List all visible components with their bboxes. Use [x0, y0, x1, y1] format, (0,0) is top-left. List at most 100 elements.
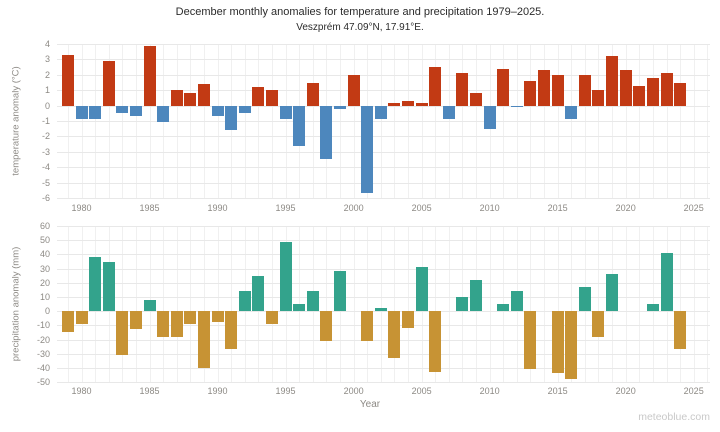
v-gridline: [81, 226, 83, 382]
v-gridline: [639, 226, 641, 382]
h-gridline: [57, 296, 710, 298]
x-tick-label: 2000: [343, 203, 364, 213]
bar-temperature-2013: [524, 81, 537, 106]
bar-precipitation-2009: [470, 279, 482, 312]
bar-temperature-1999: [334, 105, 346, 109]
bar-temperature-2016: [565, 105, 578, 120]
bar-temperature-2019: [606, 56, 618, 106]
x-tick-label: 1985: [139, 386, 160, 396]
bar-precipitation-1999: [334, 271, 346, 312]
x-tick-label: 1980: [71, 386, 92, 396]
bar-precipitation-2006: [429, 311, 442, 373]
bar-precipitation-2024: [674, 311, 687, 350]
bar-precipitation-1996: [293, 304, 306, 312]
bar-temperature-1998: [320, 105, 333, 160]
v-gridline: [680, 226, 682, 382]
h-gridline: [57, 367, 710, 369]
bar-precipitation-2003: [388, 311, 401, 358]
v-gridline: [544, 226, 545, 382]
bar-precipitation-2005: [415, 267, 428, 312]
bar-precipitation-2002: [374, 308, 387, 312]
h-gridline: [57, 382, 710, 383]
v-gridline: [408, 226, 409, 382]
bar-precipitation-1997: [306, 291, 319, 312]
bar-precipitation-1991: [225, 311, 238, 350]
bar-temperature-1984: [129, 105, 142, 117]
y-tick-label: 3: [44, 54, 50, 65]
bar-precipitation-2001: [361, 311, 374, 341]
v-gridline: [135, 226, 137, 382]
bar-temperature-1992: [238, 105, 251, 114]
x-tick-label: 2015: [547, 386, 568, 396]
y-axis-label: precipitation anomaly (mm): [10, 246, 22, 362]
x-tick-label: 2025: [683, 386, 704, 396]
x-tick-label: 1985: [139, 203, 160, 213]
bar-precipitation-1995: [279, 241, 292, 312]
v-gridline: [67, 226, 69, 382]
bar-temperature-1990: [211, 105, 224, 117]
bar-temperature-2001: [361, 105, 374, 194]
bar-precipitation-2023: [660, 252, 673, 311]
h-gridline: [57, 74, 710, 76]
watermark: meteoblue.com: [638, 411, 710, 423]
y-tick-label: -50: [36, 377, 50, 387]
y-tick-label: -30: [36, 348, 50, 359]
bar-precipitation-2008: [456, 296, 469, 312]
bar-precipitation-1982: [102, 261, 115, 312]
y-tick-label: -5: [41, 177, 50, 188]
bar-temperature-2017: [578, 74, 591, 106]
v-gridline: [231, 226, 233, 382]
h-gridline: [57, 339, 710, 341]
bar-precipitation-1987: [170, 311, 183, 337]
x-tick-label: 2010: [479, 386, 500, 396]
y-tick-label: -6: [41, 193, 50, 203]
bar-temperature-1997: [306, 82, 319, 106]
y-tick-label: 0: [44, 100, 50, 111]
bar-temperature-2012: [510, 105, 523, 108]
bar-precipitation-1979: [61, 311, 74, 333]
bar-precipitation-1994: [265, 311, 278, 324]
v-gridline: [530, 226, 532, 382]
y-tick-label: -40: [36, 362, 50, 373]
y-tick-label: -10: [36, 320, 50, 331]
h-gridline: [57, 167, 710, 169]
bar-precipitation-1986: [157, 311, 170, 337]
bar-temperature-1979: [61, 54, 74, 106]
y-tick-label: 60: [39, 221, 50, 231]
v-gridline: [435, 226, 437, 382]
bar-temperature-2006: [429, 67, 442, 106]
bar-precipitation-1988: [184, 311, 197, 324]
h-gridline: [57, 59, 710, 61]
bar-precipitation-2018: [592, 311, 605, 337]
bar-temperature-1981: [89, 105, 102, 120]
bar-precipitation-2016: [565, 311, 578, 380]
h-gridline: [57, 121, 710, 122]
bar-temperature-1987: [170, 90, 183, 106]
y-tick-label: 2: [44, 69, 50, 80]
chart-subtitle: Veszprém 47.09°N, 17.91°E.: [296, 22, 424, 33]
bar-temperature-2015: [551, 74, 564, 106]
v-gridline: [217, 226, 219, 382]
h-gridline: [57, 311, 710, 313]
bar-temperature-2008: [456, 73, 469, 106]
v-gridline: [557, 226, 559, 382]
bar-temperature-1988: [184, 93, 197, 106]
v-gridline: [380, 226, 382, 382]
x-tick-label: 2010: [479, 203, 500, 213]
x-tick-label: 2000: [343, 386, 364, 396]
x-tick-label: 2020: [615, 386, 636, 396]
v-gridline: [367, 226, 369, 382]
x-tick-label: 2015: [547, 203, 568, 213]
v-gridline: [353, 226, 355, 382]
bar-temperature-2021: [633, 85, 646, 106]
v-gridline: [176, 226, 178, 382]
bar-temperature-1995: [279, 105, 292, 120]
bar-temperature-1980: [75, 105, 88, 120]
v-gridline: [203, 226, 205, 382]
bar-precipitation-2022: [646, 304, 659, 312]
x-tick-label: 2025: [683, 203, 704, 213]
h-gridline: [57, 353, 710, 355]
v-gridline: [571, 226, 573, 382]
